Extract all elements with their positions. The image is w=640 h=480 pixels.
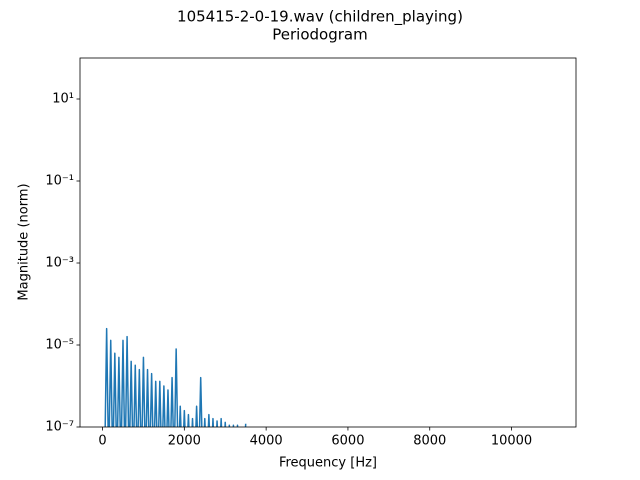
data-line [104, 327, 247, 427]
chart-subtitle: Periodogram [272, 26, 367, 44]
x-tick-label: 4000 [250, 434, 283, 449]
y-tick-label: 10⁻⁷ [45, 420, 74, 435]
x-tick-label: 10000 [491, 434, 532, 449]
x-tick-label: 0 [98, 434, 106, 449]
chart-title: 105415-2-0-19.wav (children_playing) [177, 8, 463, 27]
y-tick-label: 10⁻¹ [45, 174, 74, 189]
y-tick-label: 10⁻³ [45, 256, 74, 271]
x-axis-label: Frequency [Hz] [279, 456, 377, 471]
axes-frame [79, 57, 577, 428]
y-tick-label: 10⁻⁵ [45, 338, 74, 353]
x-tick-label: 6000 [331, 434, 364, 449]
y-tick-label: 10¹ [52, 92, 74, 107]
y-axis-label: Magnitude (norm) [17, 183, 32, 300]
x-tick-label: 8000 [413, 434, 446, 449]
plot-area [104, 327, 247, 427]
x-tick-label: 2000 [168, 434, 201, 449]
